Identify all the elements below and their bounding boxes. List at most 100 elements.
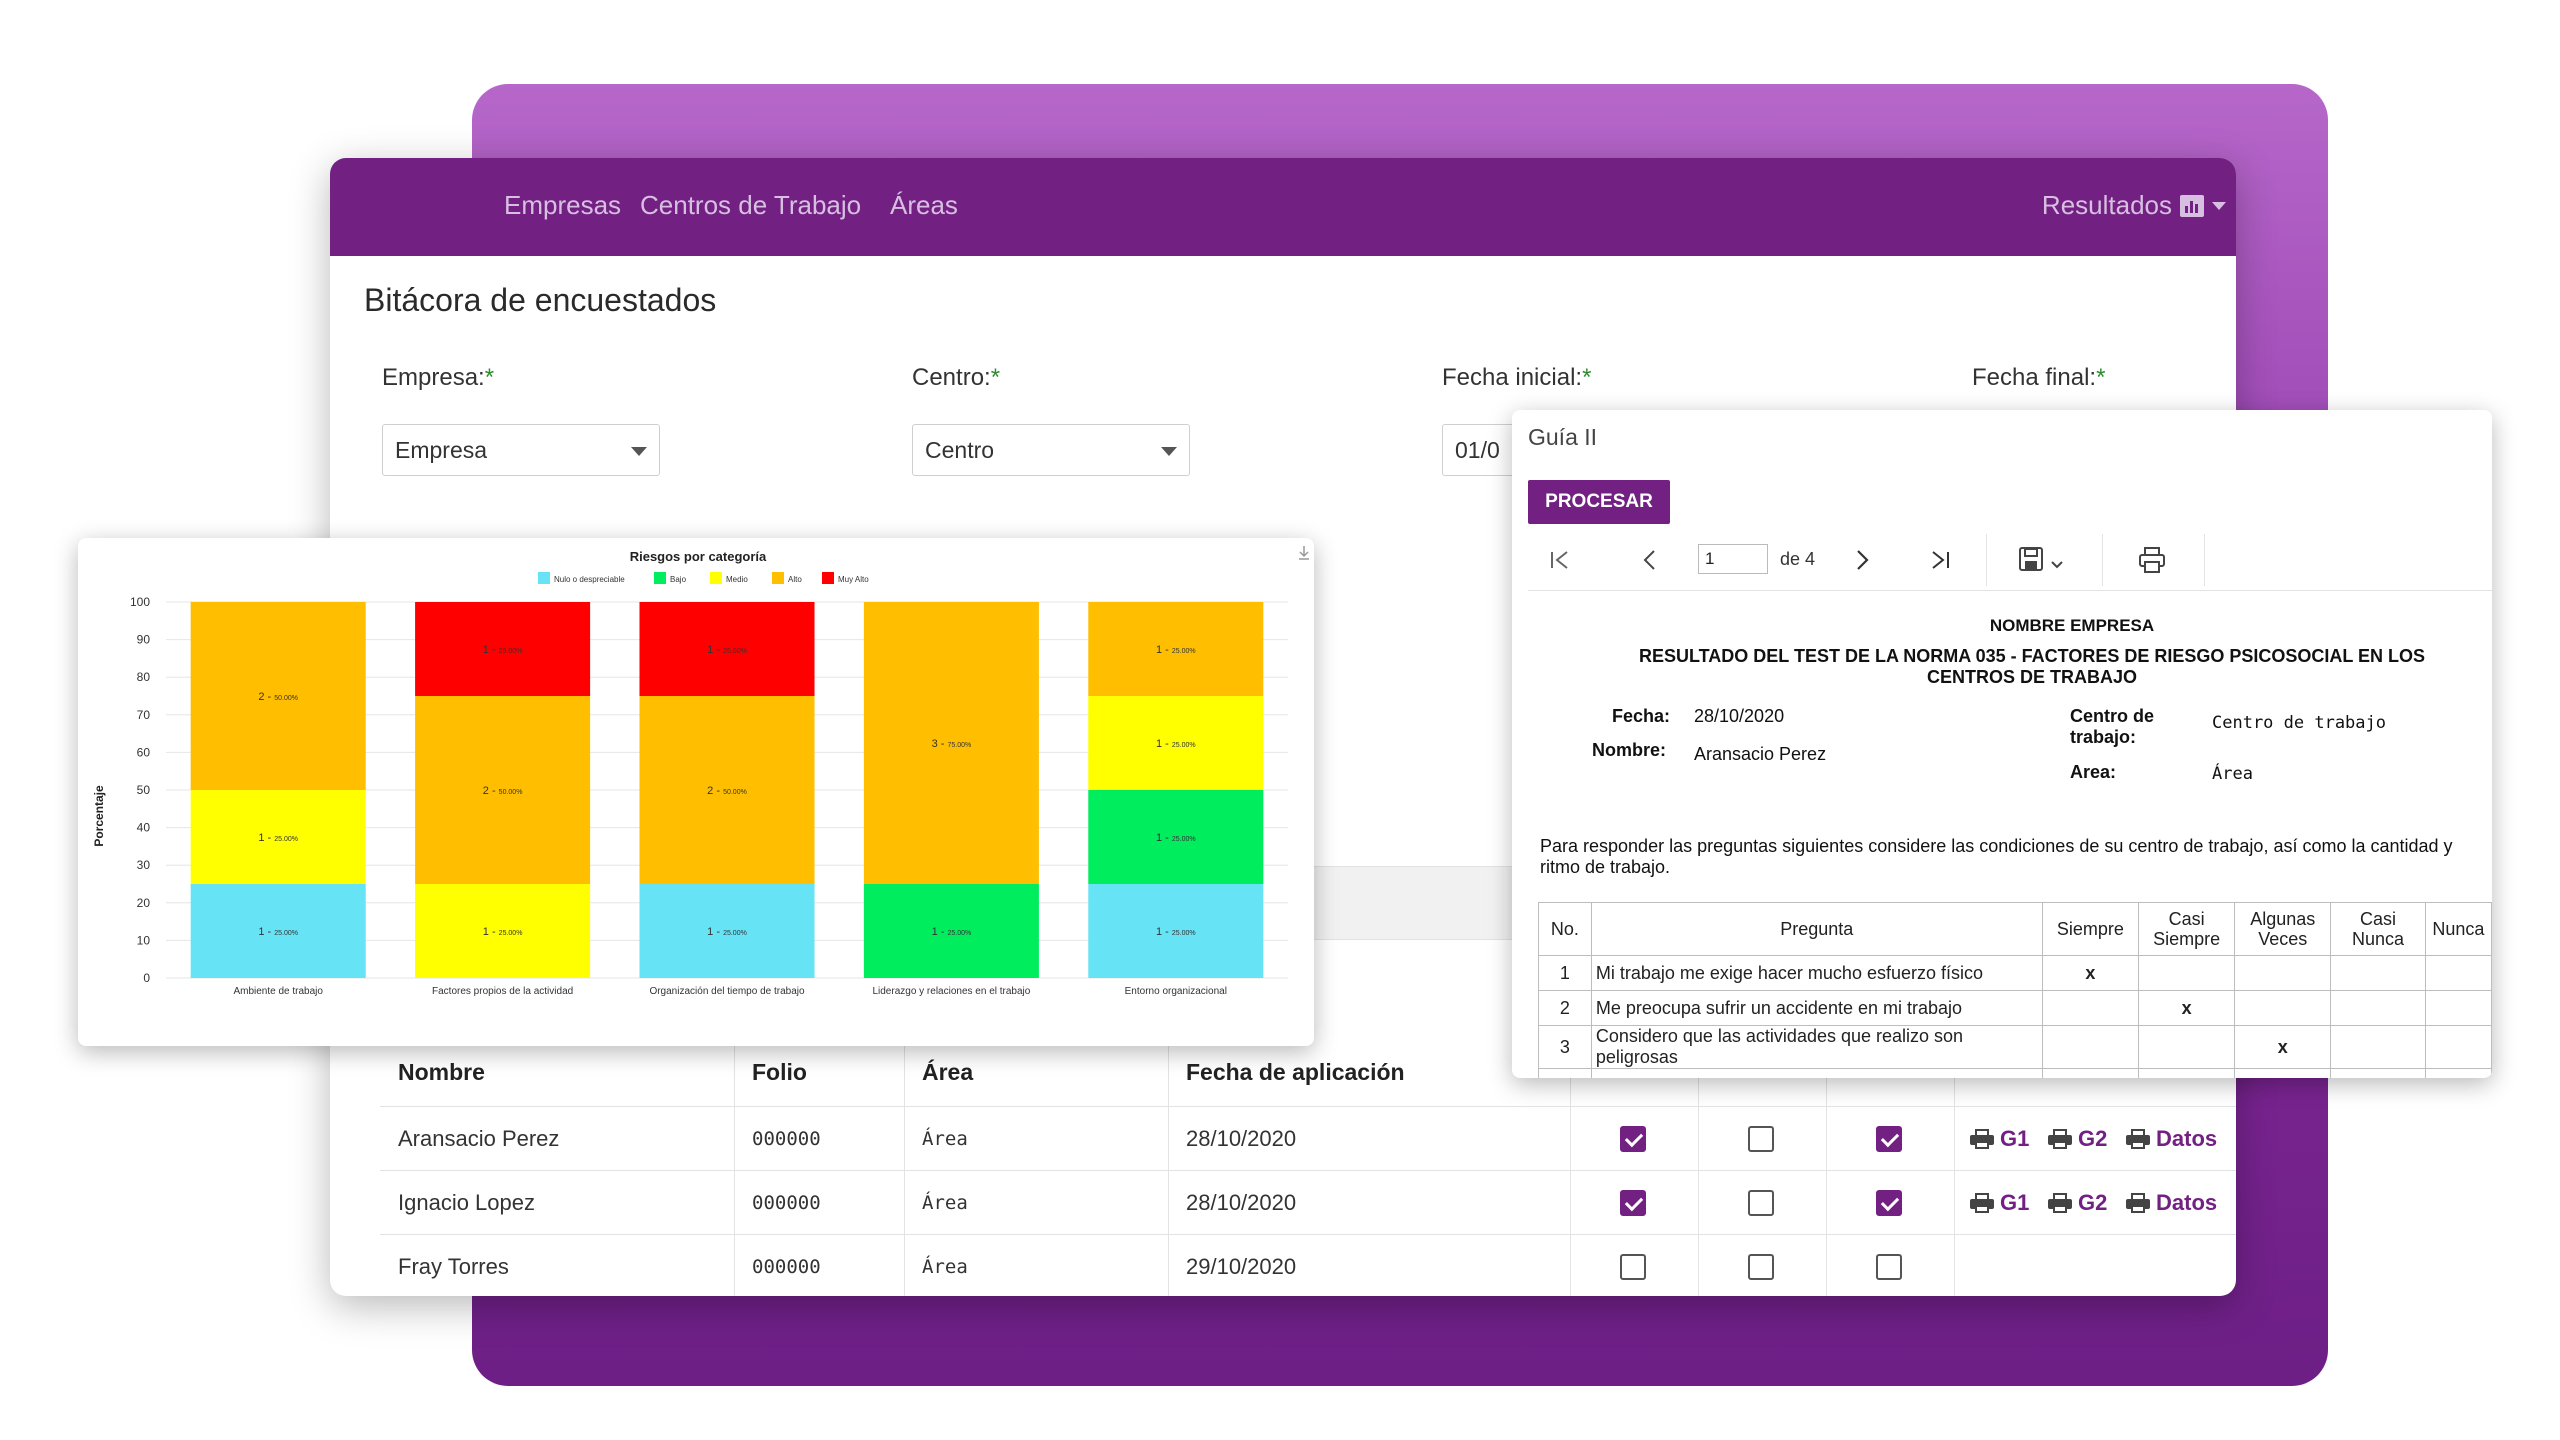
area-label: Area: (2070, 762, 2117, 782)
answer-cell (2330, 955, 2426, 991)
x-tick-label: Factores propios de la actividad (432, 986, 573, 997)
table-row[interactable]: Fray Torres 000000 Área 29/10/2020 (380, 1234, 2236, 1296)
page-number-input[interactable] (1698, 544, 1768, 574)
guide-checkbox[interactable] (1876, 1190, 1902, 1216)
column-divider (1826, 1038, 1827, 1296)
bar-chart-icon (2180, 194, 2204, 217)
centro-label: Centro:* (912, 364, 1001, 391)
guide-checkbox[interactable] (1748, 1254, 1774, 1280)
answer-cell (2330, 1068, 2426, 1078)
data-label: 2 - 50.00% (258, 691, 298, 703)
column-divider (904, 1038, 905, 1296)
save-icon[interactable] (2018, 546, 2070, 574)
toolbar-separator (1986, 534, 1987, 586)
next-page-icon[interactable] (1850, 548, 1874, 572)
y-tick-label: 100 (130, 595, 150, 609)
download-icon[interactable] (1299, 546, 1309, 560)
folio-cell: 000000 (752, 1192, 821, 1214)
empresa-label: Empresa:* (382, 364, 495, 391)
bar-segment (639, 602, 815, 696)
data-label: 1 - 25.00% (932, 926, 972, 938)
x-tick-label: Ambiente de trabajo (233, 986, 323, 997)
legend-swatch (772, 572, 784, 584)
guide-checkbox[interactable] (1620, 1126, 1646, 1152)
answer-cell (2424, 955, 2492, 991)
company-name: NOMBRE EMPRESA (1989, 616, 2155, 635)
results-dropdown[interactable]: Resultados (2042, 190, 2226, 221)
answer-cell: x (2041, 955, 2140, 991)
guide-checkbox[interactable] (1620, 1190, 1646, 1216)
report-toolbar: de 4 (1528, 530, 2492, 591)
legend-label: Bajo (670, 575, 687, 584)
first-page-icon[interactable] (1548, 548, 1572, 572)
centro-select[interactable]: Centro (912, 424, 1190, 476)
centro-value: Centro de trabajo (2212, 713, 2386, 733)
answer-cell (2330, 1025, 2426, 1069)
question-text: Considero que las actividades que realiz… (1590, 1025, 2043, 1069)
answer-cell (2041, 990, 2140, 1026)
data-label: 1 - 25.00% (1156, 644, 1196, 656)
bar-segment (190, 790, 366, 884)
fecha-label: Fecha: (1612, 706, 1671, 726)
question-header: No. (1538, 902, 1592, 956)
nav-link-centros[interactable]: Centros de Trabajo (640, 190, 862, 220)
question-header: Algunas Veces (2234, 902, 2332, 956)
page-total: de 4 (1780, 549, 1816, 569)
nombre-label: Nombre: (1592, 740, 1667, 760)
process-button[interactable]: PROCESAR (1528, 480, 1670, 524)
nav-link-areas[interactable]: Áreas (890, 190, 958, 220)
bar-segment (415, 884, 591, 978)
header-fecha: Fecha de aplicación (1186, 1059, 1405, 1085)
question-header: Nunca (2424, 902, 2492, 956)
print-icon (2048, 1193, 2072, 1213)
data-label: 1 - 25.00% (707, 644, 747, 656)
header-area: Área (922, 1059, 974, 1085)
risk-chart-panel: Riesgos por categoría Nulo o despreciabl… (78, 538, 1314, 1046)
question-row: 4Por la cantidad de trabajo que tengo de… (1538, 1068, 2492, 1078)
guide-checkbox[interactable] (1748, 1190, 1774, 1216)
previous-page-icon[interactable] (1638, 548, 1662, 572)
print-icon (2126, 1193, 2150, 1213)
empresa-select[interactable]: Empresa (382, 424, 660, 476)
column-divider (1698, 1038, 1699, 1296)
area-cell: Área (922, 1256, 968, 1278)
table-row[interactable]: Aransacio Perez 000000 Área 28/10/2020 G1 G2 D… (380, 1106, 2236, 1171)
print-icon (1970, 1193, 1994, 1213)
guide-checkbox[interactable] (1620, 1254, 1646, 1280)
toolbar-separator (2102, 534, 2103, 586)
print-g2-button[interactable]: G2 (2048, 1171, 2107, 1235)
print-datos-button[interactable]: Datos (2126, 1171, 2217, 1235)
legend-swatch (710, 572, 722, 584)
data-label: 2 - 50.00% (707, 785, 747, 797)
question-row: 3 Considero que las actividades que reali… (1538, 1025, 2492, 1069)
guide-checkbox[interactable] (1876, 1126, 1902, 1152)
fecha-final-label: Fecha final:* (1972, 364, 2106, 391)
bar-segment (415, 602, 591, 696)
print-g2-button[interactable]: G2 (2048, 1107, 2107, 1171)
bar-segment (190, 884, 366, 978)
area-cell: Área (922, 1128, 968, 1150)
print-icon (1970, 1129, 1994, 1149)
questions-table: No. Pregunta Siempre Casi Siempre Algunas Ve… (1538, 902, 2492, 1078)
legend-label: Nulo o despreciable (554, 575, 625, 584)
print-datos-button[interactable]: Datos (2126, 1107, 2217, 1171)
y-tick-label: 0 (143, 971, 150, 985)
answer-cell (2041, 1068, 2140, 1078)
guide-checkbox[interactable] (1748, 1126, 1774, 1152)
column-divider (1570, 1038, 1571, 1296)
area-cell: Área (922, 1192, 968, 1214)
chevron-down-icon (631, 447, 647, 456)
data-label: 1 - 25.00% (483, 644, 523, 656)
y-tick-label: 70 (137, 708, 151, 722)
table-row[interactable]: Ignacio Lopez 000000 Área 28/10/2020 G1 G2 Dat… (380, 1170, 2236, 1235)
print-icon[interactable] (2138, 546, 2166, 574)
answer-cell (2234, 955, 2332, 991)
y-axis-label: Porcentaje (92, 785, 106, 847)
nombre-value: Aransacio Perez (1694, 744, 1827, 764)
print-g1-button[interactable]: G1 (1970, 1171, 2029, 1235)
nav-link-empresas[interactable]: Empresas (504, 190, 622, 220)
print-g1-button[interactable]: G1 (1970, 1107, 2029, 1171)
last-page-icon[interactable] (1928, 548, 1952, 572)
bar-segment (1088, 790, 1264, 884)
guide-checkbox[interactable] (1876, 1254, 1902, 1280)
